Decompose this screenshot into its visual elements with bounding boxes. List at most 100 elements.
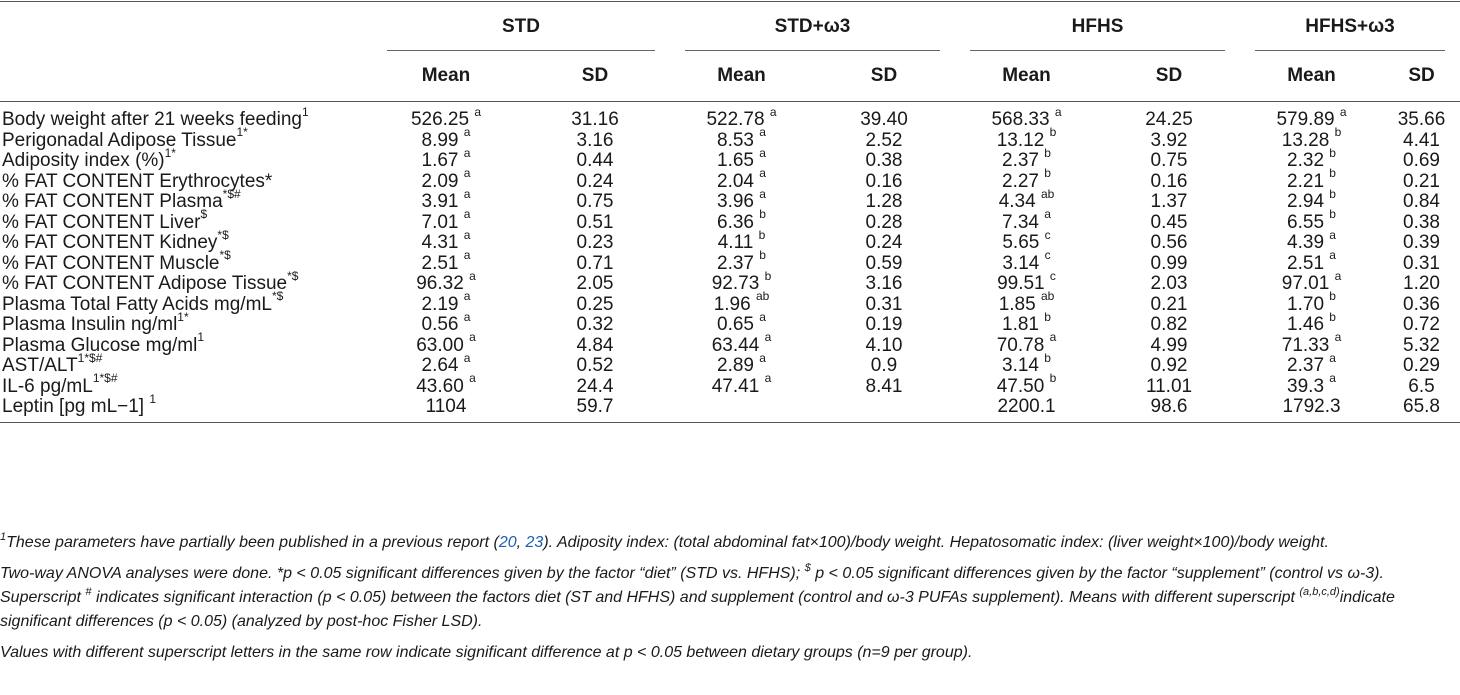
- row-label-superscript: $: [200, 207, 208, 222]
- significance-letter: a: [1334, 330, 1342, 345]
- mean-cell: 1792.3: [1240, 396, 1384, 423]
- significance-letter: b: [1334, 125, 1342, 140]
- row-label-superscript: *$: [287, 268, 299, 283]
- significance-letter: a: [469, 330, 476, 345]
- footnote-text: indicate significant differences (p < 0.…: [0, 589, 1395, 630]
- sd-cell: 11.01: [1098, 376, 1240, 398]
- cell-value: 0.21: [1150, 293, 1188, 315]
- group-header-std: STD: [372, 4, 670, 51]
- cell-value: 2.27: [1002, 170, 1039, 192]
- significance-letter: a: [759, 145, 766, 160]
- sd-cell: 1.20: [1383, 273, 1460, 295]
- cell-value: 3.14: [1002, 252, 1040, 274]
- significance-letter: a: [759, 309, 766, 324]
- sd-cell: 0.38: [813, 150, 955, 172]
- significance-letter: a: [463, 227, 471, 242]
- row-label-text: % FAT CONTENT Erythrocytes*: [2, 170, 273, 192]
- row-label-superscript: *$: [219, 248, 231, 263]
- mean-cell: 3.91 a: [372, 188, 520, 213]
- table-row: Plasma Insulin ng/ml1* 0.56 a 0.32 0.65 a 0.…: [0, 311, 1460, 336]
- cell-value: 4.31: [421, 232, 459, 253]
- cell-value: 568.33: [991, 109, 1050, 130]
- table-row: % FAT CONTENT Liver$ 7.01 a 0.51 6.36 b 0.28…: [0, 208, 1460, 234]
- sd-header: SD: [520, 51, 670, 102]
- significance-letter: a: [463, 207, 471, 222]
- mean-cell: 39.3 a: [1240, 372, 1383, 398]
- mean-header: Mean: [670, 51, 813, 102]
- cell-value: 0.32: [576, 314, 614, 335]
- cell-value: 63.44: [711, 334, 760, 356]
- row-label: Plasma Total Fatty Acids mg/mL*$: [0, 290, 372, 316]
- significance-letter: b: [759, 248, 766, 263]
- cell-value: 2.51: [1287, 252, 1325, 274]
- sd-cell: 0.29: [1383, 355, 1460, 377]
- row-label: % FAT CONTENT Muscle*$: [0, 249, 372, 275]
- mean-cell: 1.70 b: [1240, 290, 1383, 316]
- significance-letter: b: [1049, 371, 1057, 386]
- significance-letter: a: [469, 268, 476, 283]
- row-label-superscript: *$: [271, 289, 284, 304]
- mean-header: Mean: [1240, 51, 1384, 102]
- cell-value: 13.28: [1281, 129, 1330, 151]
- cell-value: 8.53: [717, 129, 754, 151]
- mean-cell: 0.65 a: [670, 311, 813, 336]
- cell-value: 96.32: [416, 273, 464, 294]
- row-label-text: % FAT CONTENT Adipose Tissue: [2, 273, 288, 294]
- cell-value: 1.81: [1002, 314, 1039, 335]
- significance-letter: a: [463, 186, 471, 201]
- row-label: Body weight after 21 weeks feeding1: [0, 102, 372, 131]
- row-label: % FAT CONTENT Kidney*$: [0, 229, 372, 254]
- sd-cell: 1.28: [813, 191, 955, 213]
- row-label-text: Leptin [pg mL−1]: [2, 396, 150, 417]
- mean-cell: 63.00 a: [372, 331, 520, 357]
- mean-cell: 13.12 b: [955, 126, 1098, 152]
- mean-cell: 2.37 b: [955, 147, 1098, 172]
- cell-value: 5.32: [1403, 334, 1440, 356]
- cell-value: 0.39: [1403, 232, 1440, 253]
- footnote-text: indicates significant interaction (p < 0…: [91, 589, 1300, 606]
- sd-cell: 35.66: [1383, 102, 1460, 131]
- significance-letter: a: [1044, 207, 1051, 222]
- cell-value: 0.69: [1403, 150, 1440, 171]
- mean-cell: 63.44 a: [670, 331, 813, 357]
- mean-cell: 2.37 a: [1240, 352, 1383, 377]
- mean-cell: 3.96 a: [670, 188, 813, 213]
- significance-letter: a: [1329, 248, 1336, 263]
- data-table: STD STD+ω3 HFHS HFHS+ω3 Mean SD Mean SD …: [0, 4, 1460, 423]
- group-header-label: STD: [502, 16, 540, 38]
- cell-value: 1.70: [1287, 293, 1325, 315]
- mean-cell: 4.11 b: [670, 229, 813, 254]
- cell-value: 0.31: [1403, 252, 1440, 274]
- cell-value: 6.55: [1287, 211, 1325, 233]
- sd-cell: 39.40: [813, 102, 955, 131]
- cell-value: 522.78: [706, 109, 765, 130]
- cell-value: 1.85: [998, 293, 1036, 315]
- mean-cell: 2.04 a: [670, 167, 813, 193]
- significance-letter: ab: [1040, 289, 1055, 304]
- significance-letter: a: [769, 104, 777, 119]
- reference-link[interactable]: 23: [525, 534, 544, 551]
- footnote-text: ). Adiposity index: (total abdominal fat…: [543, 534, 1329, 551]
- row-label-superscript: 1*$#: [77, 350, 103, 365]
- sd-cell: 3.16: [520, 130, 670, 152]
- sd-cell: 24.4: [520, 376, 670, 398]
- sd-cell: 0.52: [520, 355, 670, 377]
- cell-value: 2200.1: [997, 396, 1056, 417]
- cell-value: 2.32: [1287, 150, 1325, 171]
- sd-header: SD: [1383, 51, 1460, 102]
- group-header-label: HFHS: [1071, 16, 1124, 38]
- sd-cell: 0.32: [520, 314, 670, 336]
- cell-value: 2.94: [1287, 191, 1325, 212]
- header-empty-cell: [0, 4, 372, 51]
- reference-link[interactable]: 20: [498, 534, 517, 551]
- cell-value: 0.82: [1150, 314, 1188, 335]
- row-label-text: AST/ALT: [2, 355, 78, 376]
- mean-cell: 92.73 b: [670, 270, 813, 295]
- cell-value: 3.96: [717, 191, 754, 212]
- cell-value: 0.44: [576, 150, 614, 171]
- cell-value: 1104: [425, 396, 467, 417]
- significance-letter: b: [1329, 207, 1336, 222]
- cell-value: 0.16: [865, 170, 903, 192]
